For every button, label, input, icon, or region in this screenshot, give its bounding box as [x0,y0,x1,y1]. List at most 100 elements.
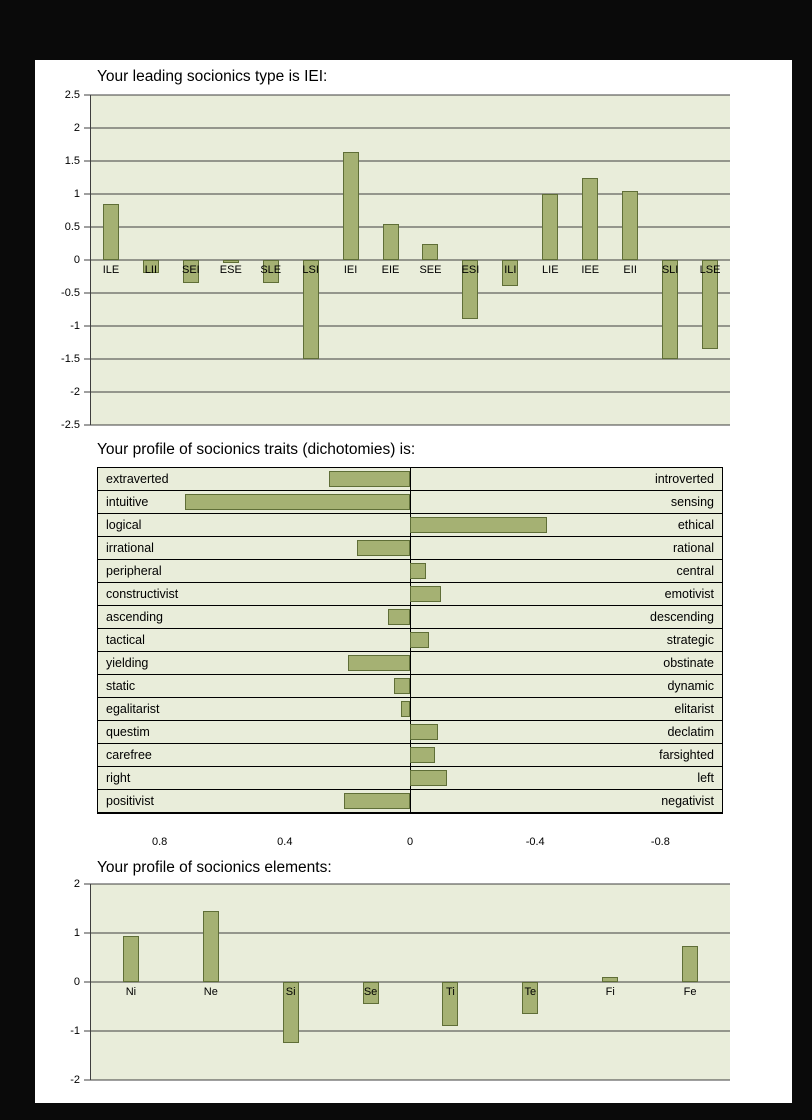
trait-label-right: introverted [654,472,714,486]
y-axis-tick [84,325,91,327]
y-axis-label: 2 [73,122,80,134]
gridline [91,1030,730,1032]
y-axis-tick [84,932,91,934]
type-bar-chart: ILE LII SEI ESE SLE LSI IEI EIE SEE ESI ILI LIE IEE E… [35,89,730,431]
dichotomy-row: questim declatim [98,721,722,744]
trait-bar [185,494,410,510]
y-axis-tick [84,981,91,983]
trait-label-left: constructivist [106,587,179,601]
dichotomy-row: right left [98,767,722,790]
results-panel: Your leading socionics type is IEI: ILE L… [35,60,792,1103]
trait-label-right: sensing [670,495,714,509]
trait-label-right: left [697,771,714,785]
bar-LSE [702,260,719,350]
trait-bar [388,609,410,625]
y-axis-label: 0.5 [64,221,80,233]
category-label: ESI [461,264,480,276]
trait-bar [410,724,439,740]
gridline [91,1079,730,1081]
category-label: Ti [446,986,455,998]
category-label: SLE [260,264,282,276]
gridline [91,259,730,261]
category-label: LSE [699,264,721,276]
gridline [91,325,730,327]
y-axis-tick [84,127,91,129]
y-axis-label: 1.5 [64,155,80,167]
trait-label-right: farsighted [659,748,714,762]
bar-Te [522,982,539,1014]
y-axis-tick [84,1079,91,1081]
trait-label-left: yielding [106,656,149,670]
trait-bar [410,563,426,579]
dichotomy-chart-title: Your profile of socionics traits (dichot… [97,441,416,458]
trait-label-left: right [106,771,131,785]
y-axis-label: -2 [70,1074,80,1086]
category-label: Fi [605,986,615,998]
bar-EII [622,190,639,260]
bar-IEE [582,177,599,260]
trait-label-right: negativist [661,794,714,808]
bar-Fe [682,946,699,982]
trait-bar [410,517,548,533]
bar-Se [362,982,379,1005]
y-axis-label: 2.5 [64,89,80,101]
trait-bar [410,747,435,763]
bar-ILE [102,203,119,260]
trait-label-right: emotivist [664,587,714,601]
y-axis-label: -0.5 [61,287,80,299]
trait-bar [328,471,410,487]
trait-label-left: intuitive [106,495,149,509]
y-axis-label: 1 [73,188,80,200]
category-label: SEE [419,264,442,276]
trait-label-left: questim [106,725,150,739]
trait-label-left: egalitarist [106,702,160,716]
y-axis-label: -1 [70,1025,80,1037]
y-axis-label: 1 [73,927,80,939]
category-label: LIE [542,264,559,276]
gridline [91,391,730,393]
trait-bar [410,770,448,786]
bar-LII [142,260,159,274]
gridline [91,193,730,195]
gridline [91,160,730,162]
category-label: EIE [381,264,400,276]
trait-label-right: ethical [677,518,714,532]
category-label: ILE [102,264,120,276]
gridline [91,127,730,129]
x-axis-label: -0.8 [650,836,670,848]
trait-label-right: dynamic [667,679,714,693]
gridline [91,358,730,360]
category-label: LII [144,264,158,276]
y-axis-label: -1 [70,320,80,332]
category-label: Si [285,986,296,998]
trait-bar [344,793,410,809]
y-axis-tick [84,160,91,162]
trait-label-right: central [676,564,714,578]
x-axis-label: 0 [406,836,414,848]
type-chart-title: Your leading socionics type is IEI: [97,68,328,85]
category-label: SEI [181,264,200,276]
category-label: Ni [125,986,137,998]
category-label: Te [524,986,537,998]
dichotomy-x-axis: 0.8 0.4 0 -0.4 -0.8 [97,836,723,850]
x-axis-label: 0.4 [277,836,293,848]
bar-IEI [342,152,359,260]
category-label: ESE [219,264,242,276]
bar-SEE [422,243,439,260]
type-chart-plot-area: ILE LII SEI ESE SLE LSI IEI EIE SEE ESI ILI LIE IEE E… [84,94,730,426]
category-label: IEI [343,264,358,276]
y-axis-tick [84,292,91,294]
dichotomy-row: carefree farsighted [98,744,722,767]
gridline [91,883,730,885]
trait-label-left: positivist [106,794,154,808]
y-axis-label: -2 [70,386,80,398]
bar-Ne [202,910,219,982]
bar-LSI [302,260,319,359]
trait-bar [410,632,429,648]
bar-LIE [542,194,559,260]
y-axis-label: 2 [73,878,80,890]
y-axis-tick [84,1030,91,1032]
trait-bar [394,678,410,694]
bar-EIE [382,223,399,260]
